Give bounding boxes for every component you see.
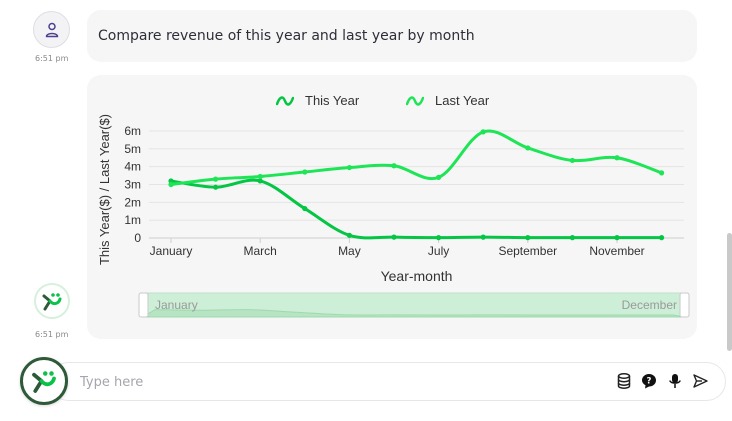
user-icon xyxy=(45,22,58,37)
user-avatar xyxy=(33,11,70,48)
series-line-last-year xyxy=(169,129,664,186)
legend-label-last-year: Last Year xyxy=(435,93,490,108)
x-tick-label: November xyxy=(589,244,644,258)
help-icon: ? xyxy=(642,374,656,389)
data-point[interactable] xyxy=(659,170,665,176)
range-slider[interactable]: January December xyxy=(138,292,690,318)
legend-label-this-year: This Year xyxy=(305,93,360,108)
bot-logo-icon xyxy=(42,293,62,311)
message-composer xyxy=(49,362,726,401)
y-tick-label: 3m xyxy=(124,178,141,192)
help-button[interactable]: ? xyxy=(641,372,657,390)
data-point[interactable] xyxy=(168,178,174,184)
data-point[interactable] xyxy=(525,235,531,241)
svg-text:?: ? xyxy=(647,377,652,387)
legend-item-last-year[interactable]: Last Year xyxy=(406,93,489,108)
data-point[interactable] xyxy=(659,235,665,241)
data-point[interactable] xyxy=(346,164,352,171)
bot-avatar xyxy=(34,283,70,319)
x-tick-label: May xyxy=(338,244,361,258)
range-slider-start-label: January xyxy=(155,298,198,312)
y-tick-label: 6m xyxy=(124,124,141,138)
microphone-button[interactable] xyxy=(667,372,683,390)
chart-grid xyxy=(149,130,684,239)
data-point[interactable] xyxy=(436,235,442,241)
user-message-bubble: Compare revenue of this year and last ye… xyxy=(87,10,697,62)
x-tick-label: March xyxy=(244,244,277,258)
y-axis-label: This Year($) / Last Year($) xyxy=(97,114,112,265)
bot-message-time: 6:51 pm xyxy=(35,330,69,339)
y-tick-label: 1m xyxy=(124,213,141,227)
series-line-this-year xyxy=(169,178,664,240)
send-button[interactable] xyxy=(692,372,708,390)
data-point[interactable] xyxy=(614,235,620,241)
message-input[interactable] xyxy=(80,372,580,392)
x-axis-ticks: January March May July September November xyxy=(150,238,645,258)
database-button[interactable] xyxy=(616,372,632,390)
legend-item-this-year[interactable]: This Year xyxy=(276,93,359,108)
y-tick-label: 0 xyxy=(134,231,141,245)
revenue-chart[interactable]: 0 1m 2m 3m 4m 5m 6m January March May July Septemb… xyxy=(87,75,697,339)
data-point[interactable] xyxy=(346,232,352,238)
data-point[interactable] xyxy=(213,184,219,190)
data-point[interactable] xyxy=(614,155,620,161)
page-scrollbar[interactable] xyxy=(727,233,732,351)
legend-line-icon xyxy=(276,95,294,106)
user-message-text: Compare revenue of this year and last ye… xyxy=(98,28,475,44)
x-tick-label: July xyxy=(428,244,449,258)
microphone-icon xyxy=(669,374,681,388)
range-slider-right-handle[interactable] xyxy=(679,292,690,318)
data-point[interactable] xyxy=(525,145,531,151)
data-point[interactable] xyxy=(436,174,442,180)
chart-series xyxy=(168,129,665,241)
database-icon xyxy=(617,373,631,389)
data-point[interactable] xyxy=(257,173,263,180)
data-point[interactable] xyxy=(569,157,575,164)
y-tick-label: 4m xyxy=(124,160,141,174)
send-icon xyxy=(692,374,708,388)
data-point[interactable] xyxy=(213,176,219,182)
x-tick-label: September xyxy=(498,244,557,258)
x-tick-label: January xyxy=(150,244,193,258)
composer-bot-avatar xyxy=(20,357,68,405)
legend-line-icon xyxy=(406,95,424,106)
x-axis-label: Year-month xyxy=(381,268,453,284)
y-tick-label: 2m xyxy=(124,195,141,209)
data-point[interactable] xyxy=(257,178,263,184)
data-point[interactable] xyxy=(302,169,308,175)
data-point[interactable] xyxy=(302,205,308,212)
y-tick-label: 5m xyxy=(124,142,141,156)
bot-logo-icon xyxy=(32,371,56,393)
range-slider-sparkline xyxy=(141,309,686,318)
y-axis-ticks: 0 1m 2m 3m 4m 5m 6m xyxy=(124,124,141,245)
data-point[interactable] xyxy=(391,163,397,169)
data-point[interactable] xyxy=(569,235,575,241)
data-point[interactable] xyxy=(480,234,486,240)
data-point[interactable] xyxy=(480,129,486,135)
range-slider-left-handle[interactable] xyxy=(138,292,149,318)
data-point[interactable] xyxy=(168,181,174,188)
user-message-time: 6:51 pm xyxy=(35,54,69,63)
range-slider-end-label: December xyxy=(622,298,677,312)
data-point[interactable] xyxy=(391,234,397,240)
